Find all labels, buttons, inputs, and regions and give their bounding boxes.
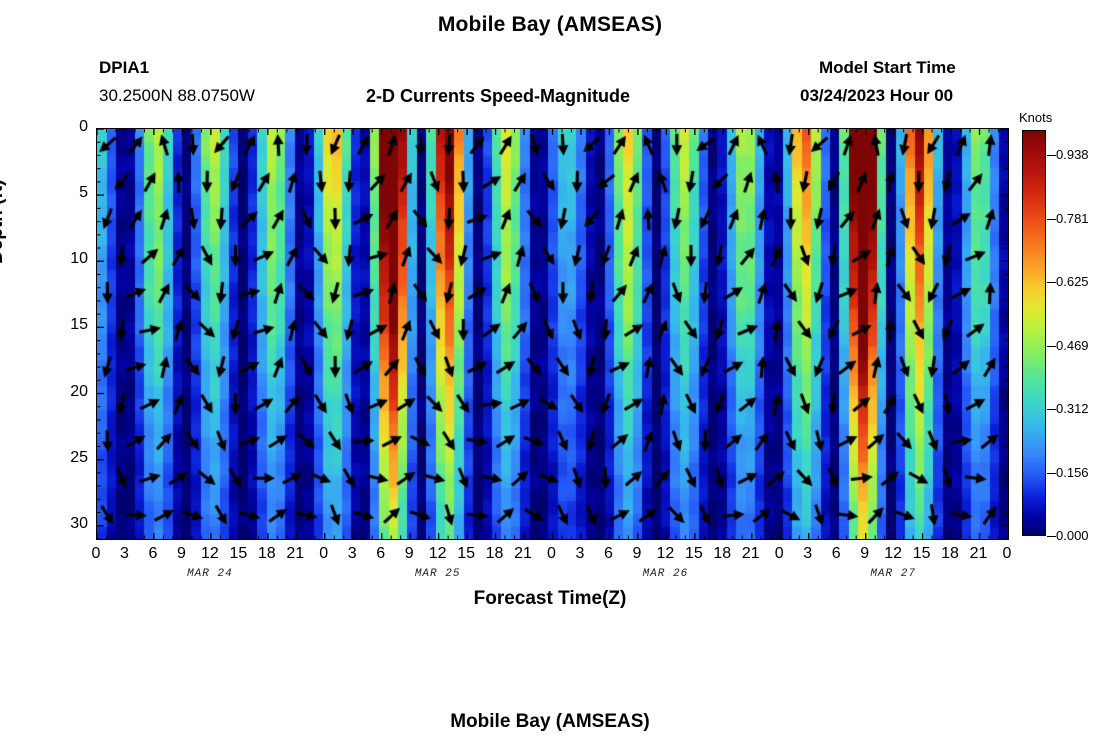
x-tick-label: 0: [547, 545, 556, 562]
x-tick-label: 0: [319, 545, 329, 562]
x-tick-label: 21: [969, 545, 988, 562]
x-tick-label: 0: [774, 545, 784, 562]
x-tick-label: 9: [860, 545, 870, 562]
x-tick-label: 0: [91, 545, 101, 562]
x-tick-label: 6: [603, 545, 613, 562]
x-tick-label: 12: [884, 545, 903, 562]
x-tick-label: 18: [257, 545, 276, 562]
x-tick-label: 12: [200, 545, 219, 562]
x-tick-label: 3: [803, 545, 813, 562]
colorbar-tick: [1047, 155, 1056, 157]
colorbar-tick-label: 0.000: [1056, 528, 1089, 543]
x-axis-label: Forecast Time(Z): [473, 588, 627, 609]
colorbar-tick-label: 0.781: [1056, 210, 1089, 226]
x-tick-label: 9: [176, 545, 186, 562]
colorbar-tick-label: 0.312: [1056, 401, 1089, 417]
x-tick-label: 18: [941, 545, 959, 562]
y-tick-label: 0: [79, 118, 88, 135]
model-start-time-value: 03/24/2023 Hour 00: [800, 86, 954, 105]
x-tick-label: 3: [347, 545, 357, 562]
x-tick-label: 21: [741, 545, 760, 562]
colorbar-tick-label: 0.469: [1056, 337, 1089, 353]
station-id-label: DPIA1: [99, 58, 150, 77]
x-tick-label: 3: [575, 545, 585, 562]
y-tick-label: 25: [70, 448, 88, 466]
footer-title: Mobile Bay (AMSEAS): [450, 711, 650, 732]
x-tick-label: 21: [514, 545, 532, 562]
x-tick-label: 6: [148, 545, 158, 562]
x-tick-label: 12: [656, 545, 675, 562]
colorbar-title: Knots: [1019, 110, 1053, 125]
x-tick-label: 18: [713, 545, 732, 562]
page-title: Mobile Bay (AMSEAS): [437, 13, 663, 36]
colorbar-tick: [1047, 345, 1056, 347]
y-axis-label: Depth (ft): [0, 179, 7, 264]
x-tick-label: 12: [428, 545, 447, 562]
colorbar-tick: [1047, 536, 1056, 537]
colorbar-tick: [1047, 472, 1056, 474]
x-tick-label: 6: [831, 545, 841, 562]
x-axis-day-label: MAR 25: [414, 568, 461, 580]
x-tick-label: 15: [684, 545, 703, 562]
x-tick-label: 15: [229, 545, 248, 562]
x-tick-label: 6: [376, 545, 386, 562]
x-tick-label: 9: [404, 545, 414, 562]
colorbar: [1022, 130, 1046, 536]
x-tick-label: 3: [120, 545, 129, 562]
station-coordinates-label: 30.2500N 88.0750W: [99, 86, 255, 105]
colorbar-tick: [1047, 218, 1056, 220]
x-axis-day-label: MAR 24: [187, 568, 233, 580]
y-tick-label: 15: [70, 316, 88, 334]
x-axis-day-label: MAR 26: [642, 568, 689, 580]
x-tick-label: 9: [632, 545, 642, 562]
x-tick-label: 15: [457, 545, 475, 562]
x-tick-label: 18: [485, 545, 504, 562]
chart-subtitle: 2-D Currents Speed-Magnitude: [366, 86, 631, 106]
y-tick-label: 20: [70, 382, 88, 400]
x-tick-label: 21: [286, 545, 305, 562]
plot-area: [96, 128, 1009, 540]
current-direction-vector-overlay: [97, 129, 1008, 539]
x-tick-label: 0: [1002, 545, 1012, 562]
colorbar-gradient: [1022, 130, 1046, 536]
colorbar-tick: [1047, 282, 1056, 284]
x-tick-label: 15: [912, 545, 931, 562]
colorbar-tick: [1047, 409, 1056, 411]
model-start-time-label: Model Start Time: [819, 58, 956, 77]
colorbar-tick-label: 0.156: [1056, 464, 1089, 480]
colorbar-tick-label: 0.625: [1056, 274, 1089, 290]
x-axis-day-label: MAR 27: [870, 568, 916, 580]
y-tick-label: 5: [79, 184, 88, 202]
y-tick-label: 10: [70, 250, 88, 268]
y-tick-label: 30: [70, 514, 88, 532]
colorbar-tick-label: 0.938: [1056, 147, 1089, 163]
